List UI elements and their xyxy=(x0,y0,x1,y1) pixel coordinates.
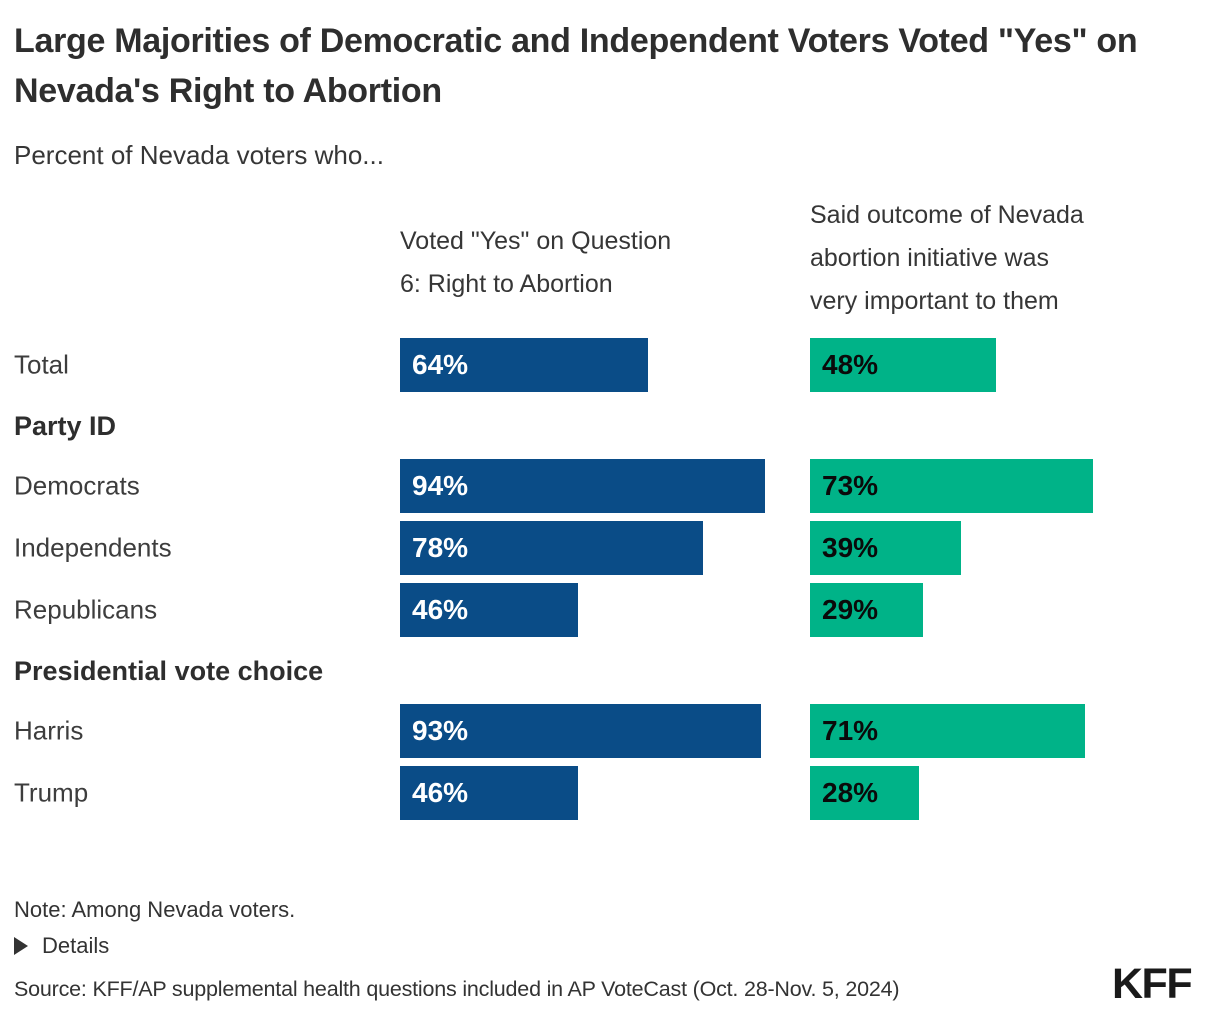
bar-voted-yes: 46% xyxy=(400,583,578,637)
row-label: Total xyxy=(14,349,69,380)
bar-value-label: 29% xyxy=(822,594,879,625)
row-label: Trump xyxy=(14,777,89,808)
bar-value-label: 93% xyxy=(412,715,469,746)
bar-very-important: 39% xyxy=(810,521,961,575)
chart-row: Republicans 46% 29% xyxy=(0,583,1220,637)
bar-value-label: 73% xyxy=(822,470,879,501)
row-label: Harris xyxy=(14,715,84,746)
bar-voted-yes: 94% xyxy=(400,459,765,513)
column-header-voted-yes: Voted "Yes" on Question 6: Right to Abor… xyxy=(400,227,672,298)
bar-voted-yes: 46% xyxy=(400,766,578,820)
bar-value-label: 94% xyxy=(412,470,469,501)
bar-very-important: 29% xyxy=(810,583,923,637)
chart-note: Note: Among Nevada voters. xyxy=(14,897,296,922)
details-expander-icon xyxy=(14,937,28,955)
kff-logo: KFF xyxy=(1112,960,1193,1008)
row-label: Independents xyxy=(14,532,172,563)
bar-very-important: 28% xyxy=(810,766,919,820)
section-header: Presidential vote choice xyxy=(14,655,324,686)
bar-value-label: 48% xyxy=(822,349,879,380)
bar-value-label: 71% xyxy=(822,715,879,746)
column-header-very-important: Said outcome of Nevada abortion initiati… xyxy=(810,201,1084,315)
chart-row: Democrats 94% 73% xyxy=(0,459,1220,513)
bar-value-label: 46% xyxy=(412,777,469,808)
bar-very-important: 71% xyxy=(810,704,1085,758)
bar-voted-yes: 78% xyxy=(400,521,703,575)
details-toggle[interactable]: Details xyxy=(14,930,109,962)
chart-row: Trump 46% 28% xyxy=(0,766,1220,820)
page-title: Large Majorities of Democratic and Indep… xyxy=(14,22,1138,110)
bar-very-important: 73% xyxy=(810,459,1093,513)
details-label: Details xyxy=(42,933,110,958)
bar-chart: Total 64% 48% Party ID Democrats 94% 73%… xyxy=(0,338,1220,828)
row-label: Republicans xyxy=(14,594,158,625)
bar-value-label: 64% xyxy=(412,349,469,380)
bar-very-important: 48% xyxy=(810,338,996,392)
bar-voted-yes: 93% xyxy=(400,704,761,758)
source-line: Source: KFF/AP supplemental health quest… xyxy=(14,977,900,1001)
chart-row: Total 64% 48% xyxy=(0,338,1220,392)
chart-row: Independents 78% 39% xyxy=(0,521,1220,575)
bar-value-label: 46% xyxy=(412,594,469,625)
bar-value-label: 39% xyxy=(822,532,879,563)
row-label: Democrats xyxy=(14,470,140,501)
chart-subtitle: Percent of Nevada voters who... xyxy=(14,140,384,170)
bar-value-label: 28% xyxy=(822,777,879,808)
bar-voted-yes: 64% xyxy=(400,338,648,392)
section-header: Party ID xyxy=(14,410,117,441)
bar-value-label: 78% xyxy=(412,532,469,563)
chart-row: Harris 93% 71% xyxy=(0,704,1220,758)
